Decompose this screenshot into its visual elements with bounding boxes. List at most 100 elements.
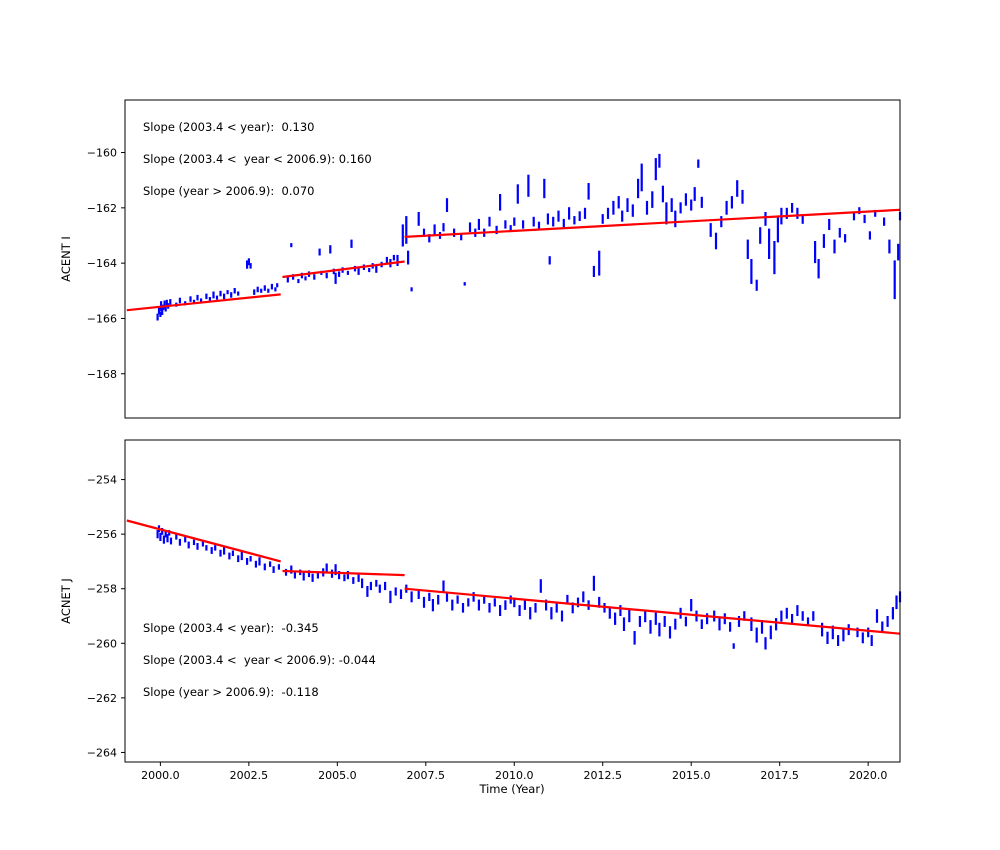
- data-point: [304, 276, 307, 281]
- data-point: [201, 541, 204, 547]
- data-point: [313, 274, 316, 280]
- trend-line: [126, 519, 281, 563]
- data-point: [760, 620, 764, 634]
- data-point: [700, 196, 703, 208]
- data-point: [631, 204, 634, 217]
- data-point: [828, 218, 831, 230]
- data-point: [246, 260, 249, 269]
- data-point: [223, 546, 226, 555]
- data-point: [290, 565, 293, 574]
- data-point: [644, 609, 647, 623]
- data-point: [886, 616, 889, 627]
- data-point: [826, 631, 829, 644]
- data-point: [674, 618, 677, 630]
- data-point: [750, 259, 753, 284]
- data-point: [545, 599, 548, 611]
- data-point: [518, 605, 521, 616]
- data-point: [329, 245, 332, 254]
- data-point: [399, 589, 403, 599]
- y-tick-label: −162: [87, 202, 117, 215]
- data-point: [684, 193, 687, 206]
- y-tick-label: −258: [87, 583, 117, 596]
- data-point: [410, 287, 413, 292]
- data-point: [343, 574, 346, 582]
- data-point: [576, 597, 580, 608]
- data-point: [196, 294, 199, 301]
- data-point: [272, 566, 275, 573]
- data-point: [897, 243, 900, 261]
- data-point: [891, 607, 894, 620]
- data-point: [791, 203, 794, 213]
- data-point: [249, 263, 252, 269]
- slope-annotation-top-2: Slope (2003.4 < year < 2006.9): 0.160: [143, 152, 372, 166]
- data-point: [165, 299, 168, 307]
- data-point: [504, 600, 507, 610]
- data-point: [592, 265, 595, 277]
- data-point: [690, 199, 693, 211]
- data-point: [633, 631, 636, 645]
- data-point: [219, 290, 222, 297]
- data-point: [258, 557, 261, 566]
- data-point: [562, 218, 565, 228]
- data-point: [509, 595, 512, 604]
- data-point: [433, 224, 436, 236]
- data-point: [720, 216, 723, 228]
- data-point: [534, 603, 537, 613]
- data-point: [806, 617, 810, 626]
- data-point: [582, 591, 585, 603]
- data-point: [196, 543, 199, 550]
- data-point: [737, 616, 741, 627]
- data-point: [189, 296, 192, 302]
- panel-top: −160 −162 −164 −166 −168: [87, 99, 902, 419]
- data-point: [539, 579, 542, 593]
- data-point: [187, 541, 190, 549]
- x-tick-label: 2020.0: [849, 769, 888, 782]
- data-point: [821, 622, 824, 637]
- data-point: [801, 214, 804, 224]
- data-point: [254, 560, 257, 568]
- data-point: [169, 299, 172, 305]
- data-point: [166, 534, 169, 543]
- data-point: [156, 313, 159, 321]
- data-point: [663, 616, 666, 627]
- data-point: [529, 607, 532, 620]
- axes-spine: [124, 439, 901, 763]
- data-point: [428, 234, 431, 243]
- data-point: [396, 254, 399, 266]
- data-point: [159, 311, 162, 317]
- data-point: [874, 209, 877, 217]
- data-point: [316, 571, 319, 579]
- data-point: [736, 180, 739, 197]
- x-tick-label: 2005.0: [318, 769, 357, 782]
- data-point: [431, 599, 434, 612]
- data-point: [759, 227, 762, 244]
- x-tick-label: 2017.5: [760, 769, 799, 782]
- data-point: [219, 549, 222, 557]
- data-point: [401, 224, 404, 247]
- data-point: [307, 570, 311, 578]
- data-point: [230, 292, 233, 298]
- y-tick-label: −256: [87, 528, 117, 541]
- data-point: [725, 200, 728, 215]
- data-point: [375, 264, 378, 273]
- data-point: [856, 627, 859, 638]
- data-point: [460, 233, 463, 241]
- data-point: [453, 228, 456, 237]
- data-point: [156, 530, 159, 539]
- data-point: [350, 239, 353, 248]
- data-point: [212, 291, 215, 299]
- data-point: [764, 637, 767, 650]
- y-axis-label-bottom: ACNET J: [59, 578, 73, 624]
- y-tick-label: −166: [87, 312, 117, 325]
- data-point: [741, 189, 744, 204]
- data-point: [162, 535, 165, 544]
- data-point: [791, 614, 794, 624]
- data-point: [697, 159, 700, 168]
- data-point: [467, 598, 470, 607]
- data-point: [293, 571, 296, 579]
- data-point: [161, 308, 164, 315]
- data-point: [837, 635, 840, 646]
- data-point: [674, 210, 677, 228]
- data-point: [357, 268, 360, 275]
- data-point: [780, 610, 783, 622]
